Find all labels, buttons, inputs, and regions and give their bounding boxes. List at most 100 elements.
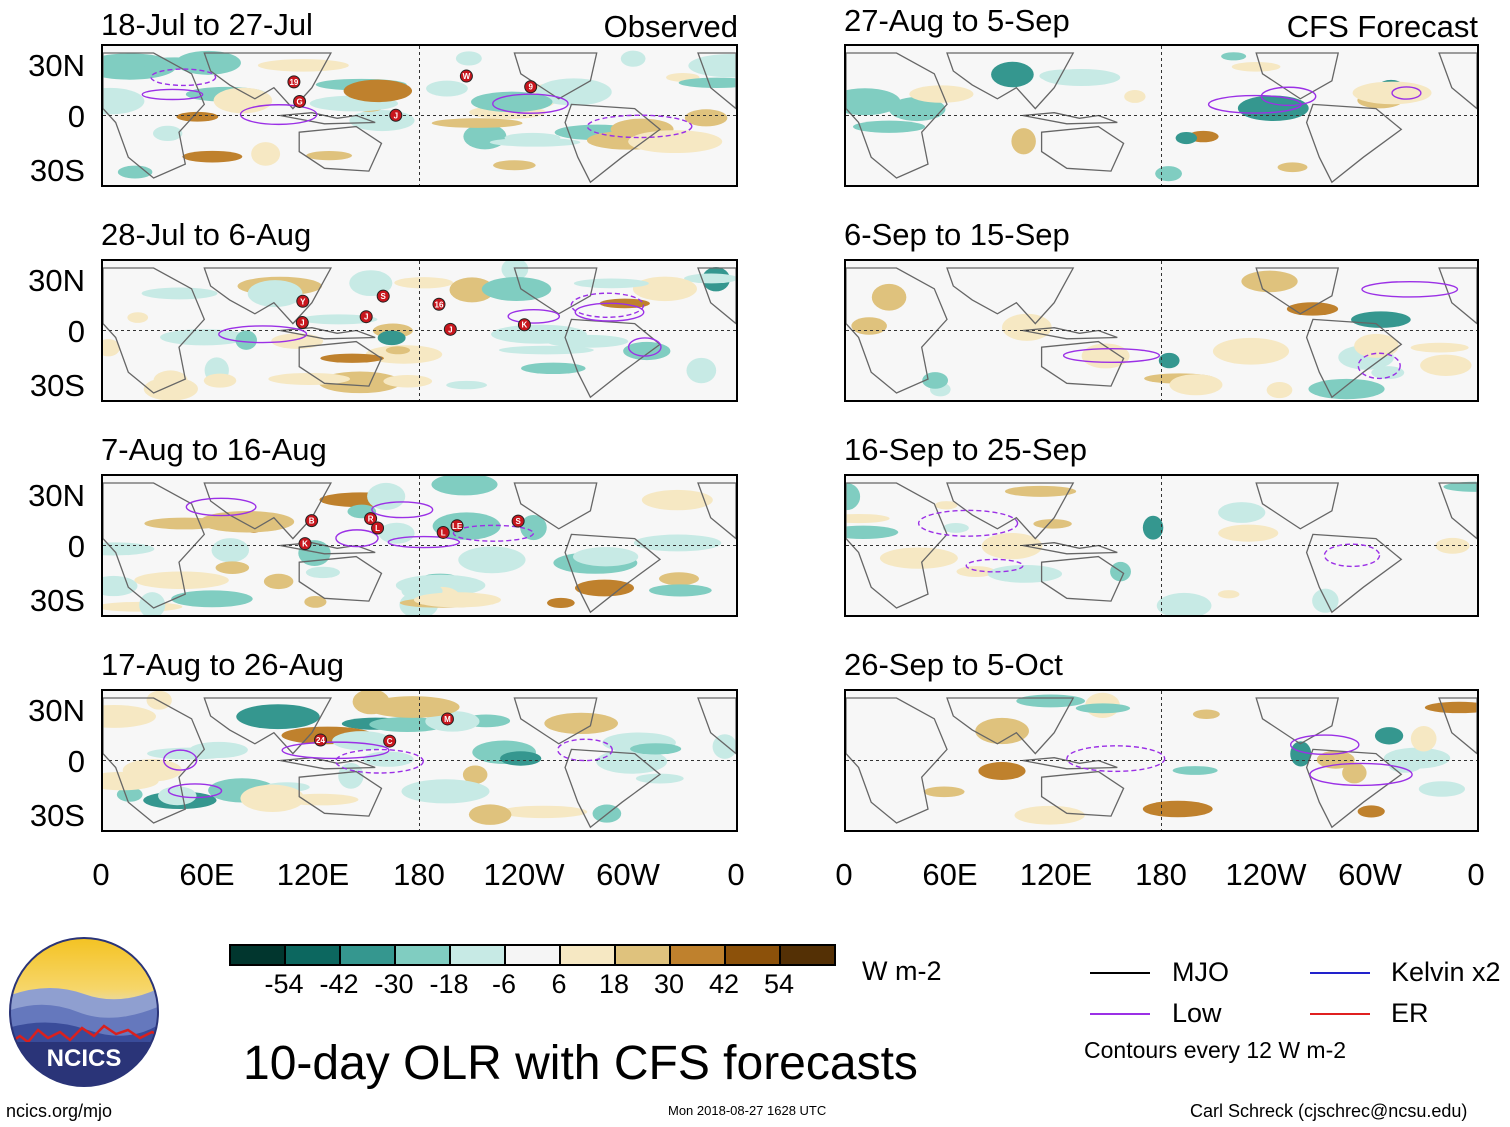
lat-label-30n-4: 30N: [28, 693, 85, 728]
svg-text:J: J: [300, 319, 304, 328]
anomaly-blob: [658, 572, 700, 586]
storm-marker: 16: [432, 297, 446, 311]
anomaly-blob: [978, 762, 1026, 780]
anomaly-blob: [103, 771, 159, 791]
svg-text:Y: Y: [300, 297, 306, 306]
map-svg-obs-2: Y S 16 K J J J: [103, 261, 736, 400]
svg-text:B: B: [309, 517, 315, 526]
low-contour: [371, 501, 434, 519]
anomaly-blob: [1241, 270, 1298, 293]
anomaly-blob: [394, 277, 454, 289]
storm-marker: J: [295, 316, 309, 330]
storm-marker: 9: [524, 80, 538, 94]
land-outline: [1305, 748, 1403, 829]
panel-title-obs-1: 18-Jul to 27-Jul: [101, 7, 313, 42]
svg-text:K: K: [302, 540, 308, 549]
land-outline: [1438, 52, 1477, 110]
map-panel-fc-4: [844, 689, 1479, 832]
colorbar-swatch: [284, 944, 341, 966]
map-svg-obs-4: 24 C M: [103, 691, 736, 830]
lat-label-30s-4: 30S: [29, 798, 85, 833]
lon-label-obs-180: 180: [393, 857, 445, 892]
anomaly-blob: [189, 741, 248, 758]
anomaly-blob: [1212, 337, 1290, 365]
anomaly-blob: [143, 377, 198, 400]
footer-url[interactable]: ncics.org/mjo: [6, 1101, 113, 1121]
colorbar-swatch: [669, 944, 726, 966]
anomaly-blob: [1231, 61, 1281, 72]
land-outline: [1255, 482, 1340, 530]
land-outline: [203, 52, 332, 110]
anomaly-blob: [641, 489, 713, 511]
anomaly-blob: [975, 717, 1029, 745]
anomaly-blob: [1277, 162, 1308, 173]
anomaly-blob: [320, 353, 384, 363]
legend-label-low: Low: [1172, 998, 1222, 1028]
lat-label-0-4: 0: [67, 744, 85, 779]
anomaly-blob: [1142, 515, 1164, 540]
anomaly-blob: [468, 804, 512, 825]
storm-marker: L: [371, 521, 385, 535]
anomaly-blob: [139, 592, 166, 615]
anomaly-blob: [378, 522, 415, 544]
svg-text:19: 19: [289, 78, 298, 87]
storm-marker: J: [359, 310, 373, 324]
storm-marker: J: [389, 108, 403, 122]
land-outline: [1438, 697, 1477, 755]
anomaly-blob: [1418, 781, 1466, 797]
land-outline: [203, 697, 332, 755]
land-outline: [946, 697, 1075, 755]
anomaly-blob: [1158, 352, 1180, 369]
anomaly-blob: [103, 542, 155, 556]
anomaly-blob: [134, 571, 229, 589]
anomaly-blob: [1172, 766, 1218, 775]
colorbar-label: -6: [491, 969, 517, 999]
storm-marker: G: [293, 94, 307, 108]
low-contour: [1309, 762, 1413, 787]
anomaly-blob: [1081, 343, 1130, 369]
panel-title-fc-1: 27-Aug to 5-Sep: [844, 3, 1070, 38]
anomaly-blob: [171, 590, 253, 608]
map-svg-fc-1: [846, 46, 1477, 185]
land-outline: [103, 482, 206, 609]
storm-marker: B: [305, 514, 319, 528]
anomaly-blob: [338, 762, 364, 789]
anomaly-blob: [240, 784, 305, 813]
storm-marker: M: [440, 712, 454, 726]
low-contour: [1260, 86, 1317, 107]
anomaly-blob: [574, 579, 634, 597]
anomaly-blob: [1004, 485, 1077, 497]
low-contour: [150, 68, 217, 87]
lat-label-0-2: 0: [67, 314, 85, 349]
svg-text:24: 24: [316, 736, 325, 745]
anomaly-blob: [343, 79, 413, 103]
anomaly-blob: [547, 597, 575, 608]
lat-label-30s-3: 30S: [29, 583, 85, 618]
legend-line-er: [1310, 1013, 1370, 1015]
anomaly-blob: [1237, 95, 1309, 121]
low-contour: [1062, 347, 1161, 364]
land-outline: [1255, 697, 1340, 745]
land-outline: [946, 267, 1075, 325]
colorbar-label: 42: [708, 969, 740, 999]
anomaly-blob: [632, 276, 697, 302]
land-outline: [697, 52, 736, 110]
anomaly-blob: [1342, 762, 1367, 784]
anomaly-blob: [377, 330, 406, 346]
colorbar-units: W m-2: [862, 956, 942, 986]
anomaly-blob: [987, 564, 1063, 583]
lat-label-0-3: 0: [67, 529, 85, 564]
svg-text:J: J: [394, 111, 398, 120]
panel-title-fc-4: 26-Sep to 5-Oct: [844, 647, 1063, 682]
svg-text:J: J: [364, 313, 368, 322]
lon-label-fc-60w: 60W: [1338, 857, 1402, 892]
colorbar-label: 18: [598, 969, 630, 999]
map-svg-fc-2: [846, 261, 1477, 400]
anomaly-blob: [199, 510, 295, 533]
low-contour: [917, 509, 1019, 537]
svg-text:W: W: [463, 72, 471, 81]
anomaly-blob: [304, 595, 327, 608]
svg-text:M: M: [444, 715, 451, 724]
lon-label-obs-120w: 120W: [483, 857, 565, 892]
storm-marker: S: [376, 289, 390, 303]
